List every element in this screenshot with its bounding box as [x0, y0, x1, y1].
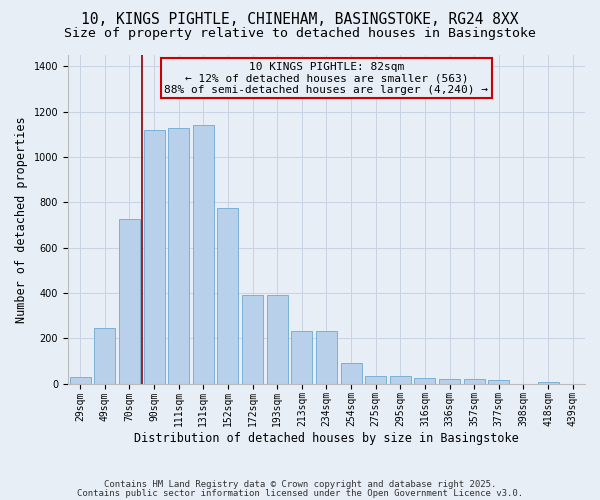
- Bar: [94, 328, 115, 384]
- Text: Contains HM Land Registry data © Crown copyright and database right 2025.: Contains HM Land Registry data © Crown c…: [104, 480, 496, 489]
- Text: 10, KINGS PIGHTLE, CHINEHAM, BASINGSTOKE, RG24 8XX: 10, KINGS PIGHTLE, CHINEHAM, BASINGSTOKE…: [81, 12, 519, 28]
- Bar: [119, 220, 140, 384]
- Bar: [464, 380, 485, 384]
- Text: Contains public sector information licensed under the Open Government Licence v3: Contains public sector information licen…: [77, 490, 523, 498]
- Bar: [538, 382, 559, 384]
- Bar: [390, 376, 411, 384]
- Bar: [316, 332, 337, 384]
- Bar: [365, 376, 386, 384]
- Bar: [70, 377, 91, 384]
- Bar: [143, 130, 164, 384]
- Bar: [292, 332, 312, 384]
- Bar: [488, 380, 509, 384]
- Bar: [193, 125, 214, 384]
- Bar: [341, 363, 362, 384]
- Y-axis label: Number of detached properties: Number of detached properties: [15, 116, 28, 322]
- X-axis label: Distribution of detached houses by size in Basingstoke: Distribution of detached houses by size …: [134, 432, 519, 445]
- Bar: [267, 295, 287, 384]
- Text: Size of property relative to detached houses in Basingstoke: Size of property relative to detached ho…: [64, 28, 536, 40]
- Bar: [439, 379, 460, 384]
- Bar: [415, 378, 436, 384]
- Bar: [168, 128, 189, 384]
- Bar: [217, 208, 238, 384]
- Text: 10 KINGS PIGHTLE: 82sqm
← 12% of detached houses are smaller (563)
88% of semi-d: 10 KINGS PIGHTLE: 82sqm ← 12% of detache…: [164, 62, 488, 95]
- Bar: [242, 295, 263, 384]
